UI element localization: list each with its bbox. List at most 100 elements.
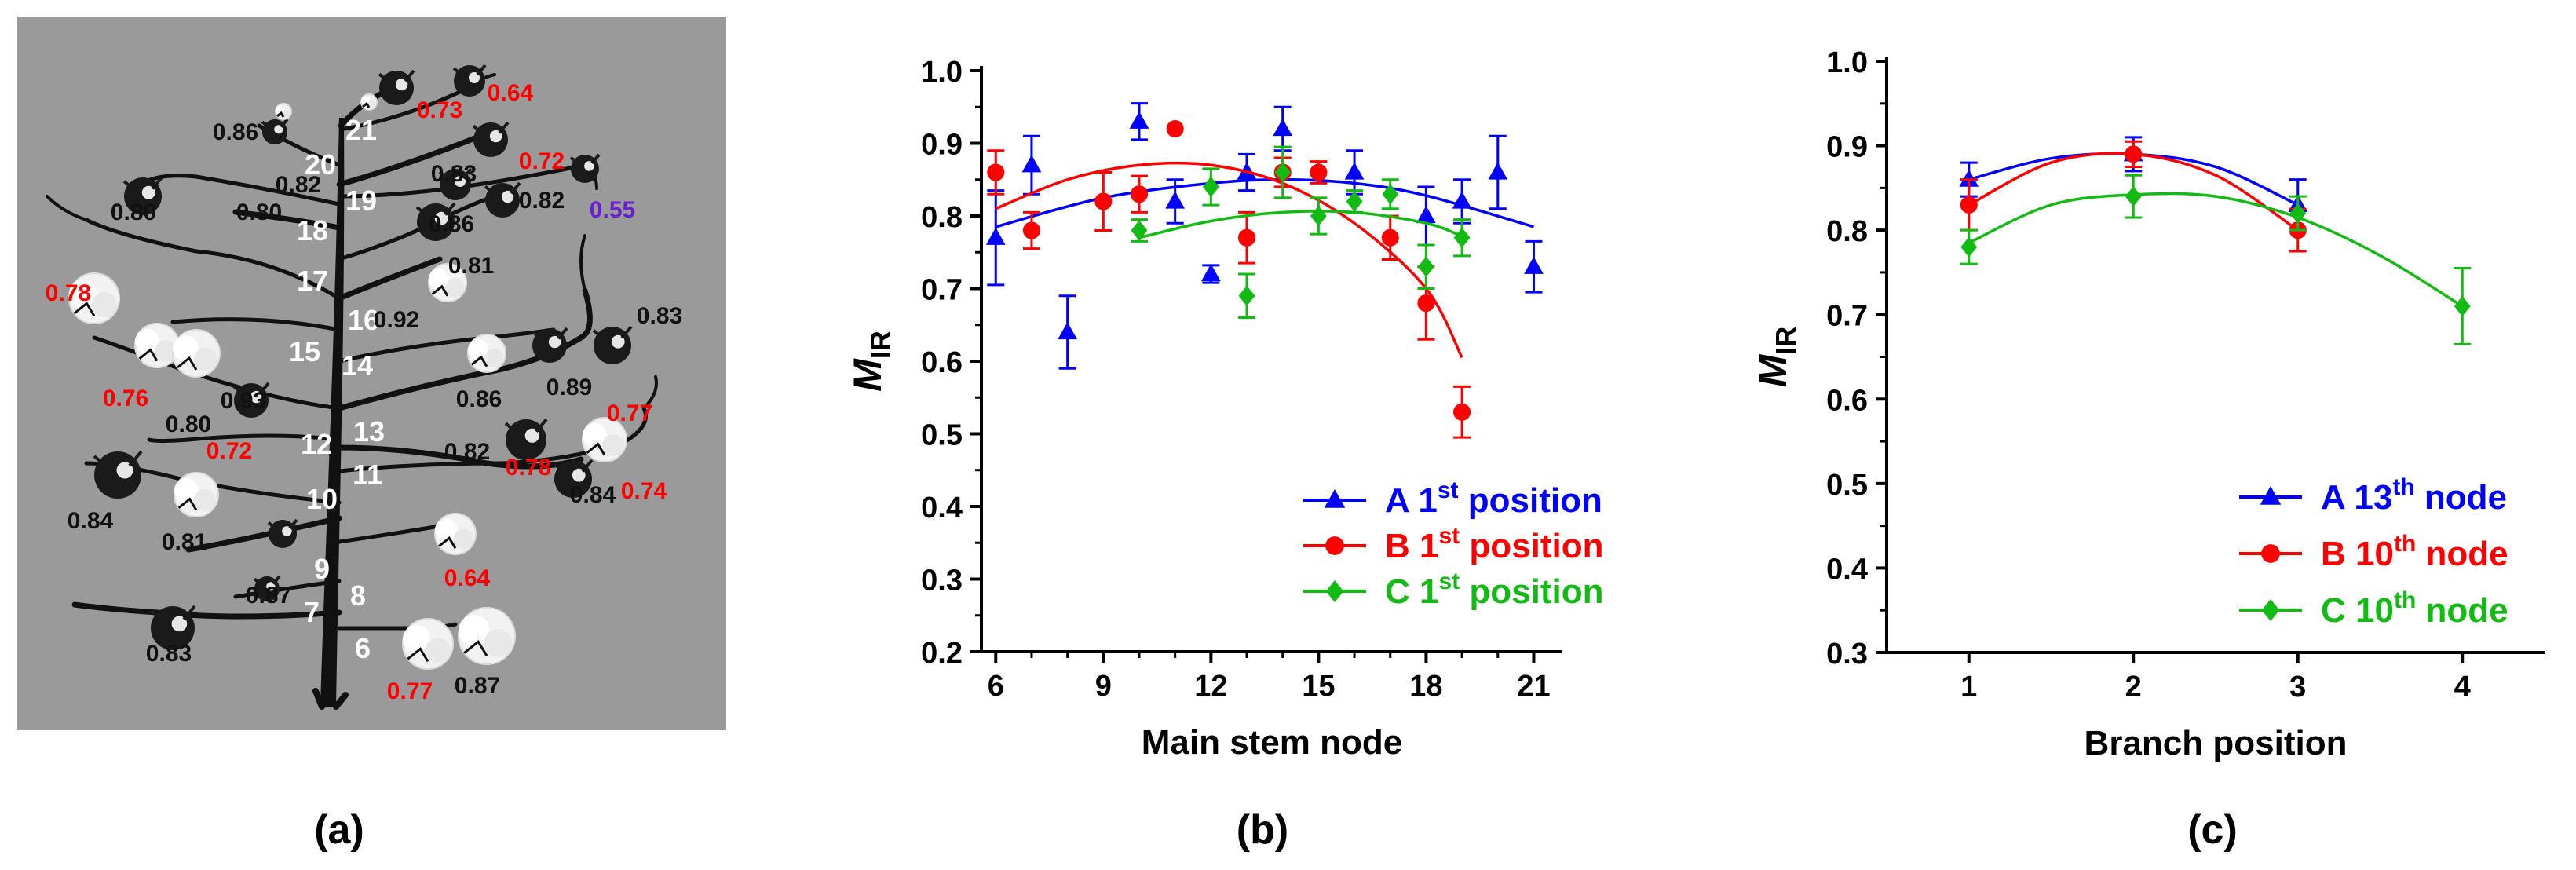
fit-curve <box>995 161 1463 359</box>
data-point-triangle <box>1324 489 1346 508</box>
legend-label-end: node <box>2415 478 2507 517</box>
plant-value-black: 0.93 <box>221 388 266 414</box>
y-axis-label-main: M <box>846 358 890 392</box>
y-tick-label: 0.9 <box>1826 131 1868 164</box>
fit-curve <box>1138 210 1463 239</box>
legend-label-superscript: th <box>2394 531 2416 557</box>
legend-label-main: C 10 <box>2321 591 2394 630</box>
cotton-boll <box>553 459 594 498</box>
y-tick-label: 1.0 <box>921 56 963 89</box>
branch <box>336 256 443 302</box>
data-point-circle <box>1381 228 1399 247</box>
legend-label-superscript: th <box>2394 587 2416 613</box>
x-tick-label: 6 <box>988 670 1004 703</box>
branch <box>233 579 342 599</box>
cotton-boll <box>267 518 298 548</box>
node-number-label: 17 <box>297 265 328 297</box>
plant-value-black: 0.84 <box>68 508 114 534</box>
legend-label-superscript: st <box>1438 477 1459 503</box>
plant-value-black: 0.82 <box>444 439 490 465</box>
data-point-triangle <box>1524 256 1544 274</box>
data-point-diamond <box>1202 177 1219 197</box>
data-point-diamond <box>1131 220 1148 241</box>
legend-label-main: B 1 <box>1385 527 1438 565</box>
plant-value-red: 0.78 <box>46 280 91 306</box>
plant-value-black: 0.83 <box>431 161 477 187</box>
cotton-boll <box>232 382 270 418</box>
cotton-boll <box>174 472 219 517</box>
plant-value-red: 0.64 <box>444 565 491 591</box>
node-number-label: 13 <box>353 415 385 448</box>
y-tick-label: 0.8 <box>921 201 963 234</box>
data-point-diamond <box>2261 599 2280 621</box>
cotton-boll <box>458 607 516 665</box>
cotton-boll <box>93 450 143 499</box>
data-point-circle <box>1022 221 1041 239</box>
data-point-triangle <box>1344 162 1365 180</box>
stem-base <box>312 688 349 710</box>
plant-value-red: 0.76 <box>103 386 148 411</box>
branch <box>170 317 342 332</box>
legend-label-superscript: st <box>1438 568 1460 594</box>
data-point-diamond <box>2125 186 2142 207</box>
plant-value-black: 0.82 <box>276 172 321 198</box>
data-point-diamond <box>1453 227 1471 248</box>
legend-label: B 1st position <box>1385 523 1603 565</box>
legend-entry: A 1st position <box>1303 477 1602 520</box>
data-point-triangle <box>985 227 1006 245</box>
cotton-bolls <box>68 64 633 670</box>
plant-value-red: 0.74 <box>621 478 667 504</box>
node-number-label: 20 <box>305 148 336 181</box>
node-number-label: 12 <box>301 428 332 460</box>
y-tick-label: 0.8 <box>1826 215 1868 248</box>
data-point-diamond <box>2454 295 2471 316</box>
plant-value-red: 0.72 <box>519 148 565 174</box>
legend-label: C 10th node <box>2321 587 2508 630</box>
plant-value-black: 0.86 <box>213 119 258 145</box>
fit-curve <box>995 177 1534 228</box>
y-axis-label-main: M <box>1751 353 1795 387</box>
data-point-circle <box>987 163 1005 181</box>
x-tick-label: 12 <box>1194 670 1227 703</box>
data-point-diamond <box>2289 203 2307 224</box>
node-number-label: 19 <box>345 185 377 217</box>
data-point-circle <box>2261 544 2280 563</box>
y-tick-label: 0.5 <box>921 419 963 452</box>
legend-label-end: position <box>1460 527 1603 565</box>
cotton-boll <box>415 202 456 241</box>
plant-value-black: 0.86 <box>456 386 502 412</box>
y-tick-label: 0.7 <box>921 274 963 307</box>
node-number-label: 14 <box>342 349 373 382</box>
y-tick-label: 0.9 <box>921 129 963 162</box>
plant-value-red: 0.72 <box>206 438 252 464</box>
twig <box>642 375 658 410</box>
data-point-circle <box>1166 119 1184 138</box>
data-point-circle <box>2125 145 2143 163</box>
data-point-triangle <box>1452 191 1472 209</box>
plant-value-black: 0.80 <box>236 199 282 225</box>
data-point-triangle <box>1058 322 1077 340</box>
plant-value-black: 0.89 <box>546 375 592 400</box>
plant-value-black: 0.84 <box>570 482 616 508</box>
cotton-boll <box>402 618 454 670</box>
data-point-circle <box>1094 192 1113 210</box>
cotton-boll <box>68 272 120 324</box>
cotton-boll <box>378 69 415 105</box>
x-tick-label: 3 <box>2289 671 2306 704</box>
legend-label-main: B 10 <box>2321 535 2394 573</box>
data-point-triangle <box>1021 155 1042 173</box>
data-point-diamond <box>1238 285 1255 306</box>
data-point-diamond <box>1274 162 1292 183</box>
fit-curve <box>1968 192 2464 308</box>
y-tick-label: 0.2 <box>921 637 963 670</box>
branch <box>232 209 342 231</box>
legend-entry: B 1st position <box>1303 523 1603 565</box>
legend-label-main: A 1 <box>1385 481 1438 520</box>
x-tick-label: 21 <box>1517 670 1550 703</box>
plant-value-red: 0.78 <box>506 455 551 481</box>
plant-value-black: 0.80 <box>111 199 156 225</box>
legend-label: C 1st position <box>1385 568 1603 611</box>
legend-label-end: position <box>1459 481 1602 520</box>
data-point-triangle <box>1488 162 1508 180</box>
